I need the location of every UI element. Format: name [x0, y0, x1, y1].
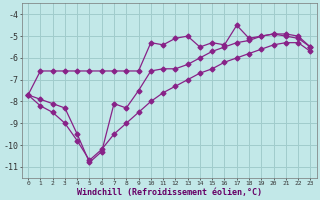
X-axis label: Windchill (Refroidissement éolien,°C): Windchill (Refroidissement éolien,°C) [77, 188, 262, 197]
